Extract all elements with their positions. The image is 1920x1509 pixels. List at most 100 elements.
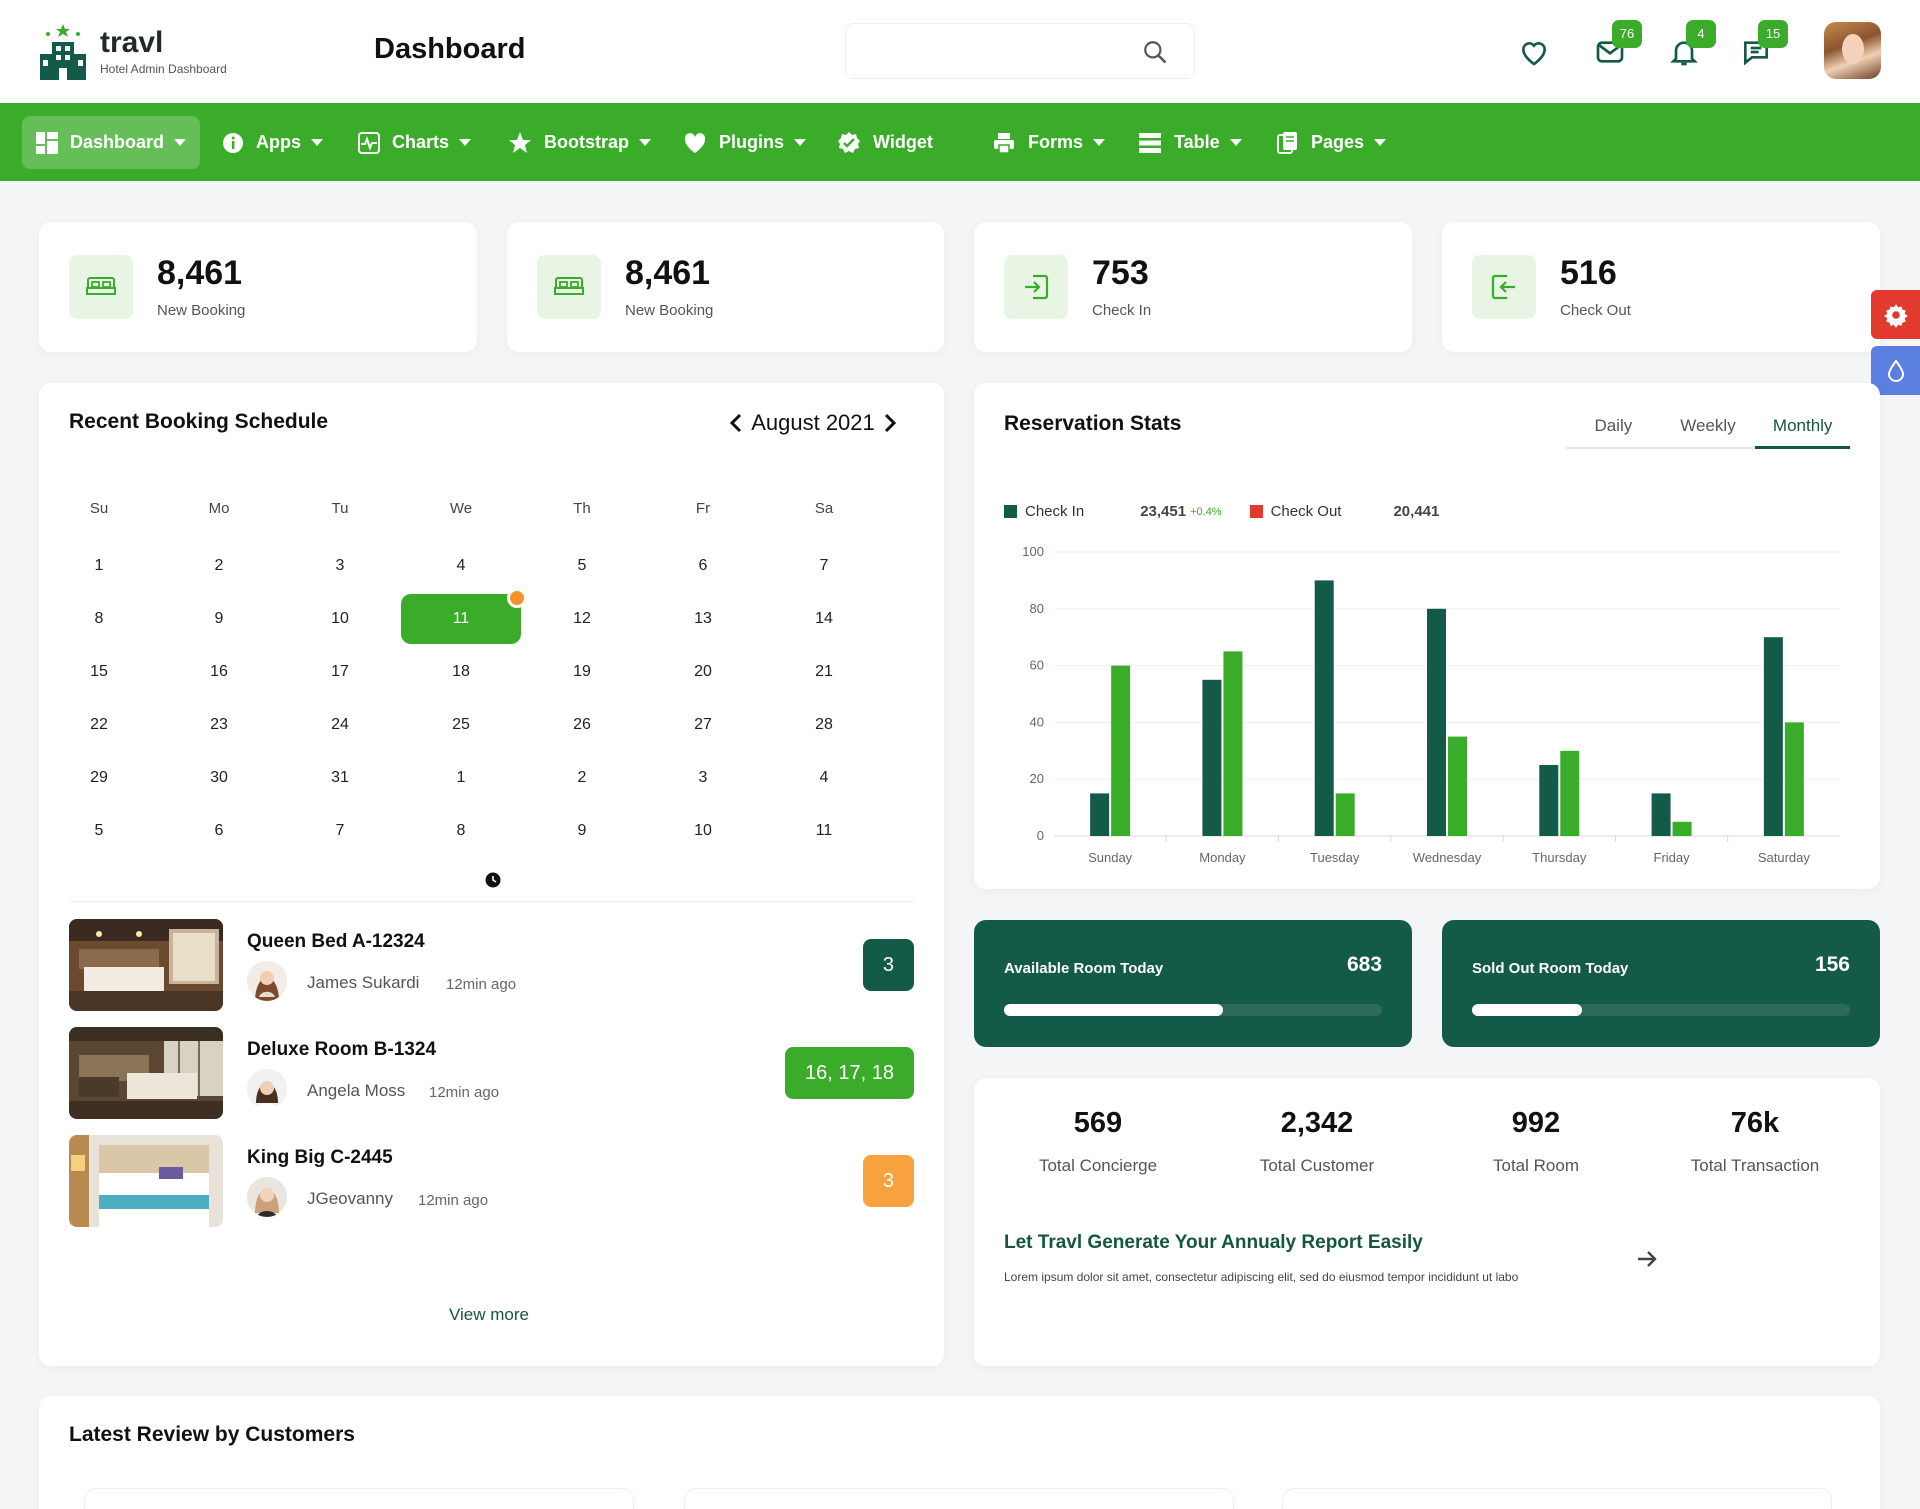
calendar-day[interactable]: 18 xyxy=(452,663,470,680)
calendar-day[interactable]: 7 xyxy=(819,557,829,574)
calendar-day[interactable]: 10 xyxy=(694,822,712,839)
tab-monthly[interactable]: Monthly xyxy=(1755,411,1851,449)
calendar-day[interactable]: 27 xyxy=(694,716,712,733)
booking-item[interactable]: King Big C-2445 JGeovanny 12min ago 3 xyxy=(69,1135,914,1227)
calendar-day[interactable]: 13 xyxy=(694,610,712,627)
nav-dashboard[interactable]: Dashboard xyxy=(22,116,201,169)
favorites-button[interactable] xyxy=(1518,36,1550,68)
calendar-day[interactable]: 21 xyxy=(815,663,833,680)
available-room-progress xyxy=(1004,1004,1382,1016)
calendar-day[interactable]: 10 xyxy=(331,610,349,627)
nav-widget[interactable]: Widget xyxy=(823,116,947,169)
chevron-right-icon[interactable] xyxy=(882,413,898,433)
pages-icon xyxy=(1277,131,1297,154)
y-tick-label: 40 xyxy=(1030,714,1044,729)
sold-out-room-card[interactable]: Sold Out Room Today 156 xyxy=(1442,920,1880,1047)
calendar-day[interactable]: 5 xyxy=(94,822,104,839)
arrow-right-icon[interactable] xyxy=(1636,1248,1658,1270)
nav-apps[interactable]: Apps xyxy=(208,116,337,169)
calendar-day[interactable]: 30 xyxy=(210,769,228,786)
legend-check-in-change: +0.4% xyxy=(1190,505,1222,518)
nav-bootstrap[interactable]: Bootstrap xyxy=(494,116,665,169)
nav-plugins[interactable]: Plugins xyxy=(669,116,820,169)
calendar-day[interactable]: 8 xyxy=(94,610,104,627)
nav-apps-label: Apps xyxy=(256,132,301,152)
calendar-day[interactable]: 2 xyxy=(214,557,224,574)
settings-toggle[interactable] xyxy=(1871,290,1920,339)
calendar-day[interactable]: 11 xyxy=(815,822,833,839)
booking-item[interactable]: Queen Bed A-12324 James Sukardi 12min ag… xyxy=(69,919,914,1011)
calendar-day[interactable]: 7 xyxy=(335,822,345,839)
available-room-card[interactable]: Available Room Today 683 xyxy=(974,920,1412,1047)
calendar-day[interactable]: 3 xyxy=(335,557,345,574)
stat-card-check-out[interactable]: 516 Check Out xyxy=(1442,222,1880,352)
calendar-day[interactable]: 16 xyxy=(210,663,228,680)
tab-weekly[interactable]: Weekly xyxy=(1680,416,1736,435)
calendar-day[interactable]: 19 xyxy=(573,663,591,680)
calendar-day[interactable]: 23 xyxy=(210,716,228,733)
chat-button[interactable]: 15 xyxy=(1740,20,1788,68)
nav-pages[interactable]: Pages xyxy=(1263,116,1400,169)
x-tick-label: Thursday xyxy=(1532,850,1587,865)
nav-charts[interactable]: Charts xyxy=(344,116,485,169)
calendar-day[interactable]: 17 xyxy=(331,663,349,680)
calendar-day[interactable]: 4 xyxy=(456,557,466,574)
total-customer-label: Total Customer xyxy=(1259,1156,1375,1175)
calendar-day[interactable]: 26 xyxy=(573,716,591,733)
stat-card-new-booking-2[interactable]: 8,461 New Booking xyxy=(507,222,944,352)
stat-card-check-in[interactable]: 753 Check In xyxy=(974,222,1412,352)
calendar-day[interactable]: 28 xyxy=(815,716,833,733)
theme-toggle[interactable] xyxy=(1871,346,1920,395)
bar-check-out xyxy=(1448,736,1467,836)
report-title[interactable]: Let Travl Generate Your Annualy Report E… xyxy=(1004,1232,1423,1253)
calendar-day-selected[interactable]: 11 xyxy=(401,588,527,644)
calendar-day[interactable]: 5 xyxy=(577,557,587,574)
user-avatar[interactable] xyxy=(1824,22,1881,79)
booking-nights-badge[interactable]: 16, 17, 18 xyxy=(785,1047,914,1099)
booking-item[interactable]: Deluxe Room B-1324 Angela Moss 12min ago… xyxy=(69,1027,914,1119)
bar-check-in xyxy=(1090,793,1110,836)
calendar-day[interactable]: 24 xyxy=(331,716,349,733)
review-card[interactable] xyxy=(84,1488,634,1509)
stat-card-new-booking[interactable]: 8,461 New Booking xyxy=(39,222,477,352)
calendar-day[interactable]: 25 xyxy=(452,716,470,733)
calendar-day[interactable]: 8 xyxy=(456,822,466,839)
notifications-button[interactable]: 4 xyxy=(1668,20,1716,68)
nav-table[interactable]: Table xyxy=(1124,116,1256,169)
calendar-day[interactable]: 1 xyxy=(456,769,466,786)
calendar-day[interactable]: 31 xyxy=(331,769,349,786)
calendar-day[interactable]: 1 xyxy=(94,557,104,574)
calendar-month-label: August 2021 xyxy=(751,410,875,435)
booking-nights-badge[interactable]: 3 xyxy=(862,939,914,991)
nav-forms[interactable]: Forms xyxy=(978,116,1119,169)
calendar-day[interactable]: 20 xyxy=(694,663,712,680)
calendar-day[interactable]: 2 xyxy=(577,769,587,786)
logo[interactable]: travl Hotel Admin Dashboard xyxy=(38,22,227,80)
view-more-link[interactable]: View more xyxy=(449,1305,529,1324)
calendar-day[interactable]: 6 xyxy=(214,822,224,839)
calendar-day[interactable]: 9 xyxy=(577,822,587,839)
calendar-day[interactable]: 22 xyxy=(90,716,108,733)
x-tick-label: Monday xyxy=(1199,850,1246,865)
messages-button[interactable]: 76 xyxy=(1594,20,1642,68)
legend-check-out-value: 20,441 xyxy=(1393,503,1440,520)
calendar-day[interactable]: 12 xyxy=(573,610,591,627)
calendar-day[interactable]: 29 xyxy=(90,769,108,786)
calendar-day[interactable]: 6 xyxy=(698,557,708,574)
room-photo xyxy=(69,919,223,1011)
clock-icon[interactable] xyxy=(485,872,501,888)
chevron-left-icon[interactable] xyxy=(728,413,744,433)
review-card[interactable] xyxy=(1282,1488,1832,1509)
search-input[interactable] xyxy=(862,24,1142,78)
sold-out-room-progress xyxy=(1472,1004,1850,1016)
calendar-day[interactable]: 3 xyxy=(698,769,708,786)
calendar-day[interactable]: 15 xyxy=(90,663,108,680)
review-card[interactable] xyxy=(684,1488,1234,1509)
calendar-day[interactable]: 4 xyxy=(819,769,829,786)
calendar-day[interactable]: 9 xyxy=(214,610,224,627)
search-icon[interactable] xyxy=(1142,39,1168,65)
chevron-down-icon xyxy=(1229,139,1242,146)
tab-daily[interactable]: Daily xyxy=(1594,416,1633,435)
calendar-day[interactable]: 14 xyxy=(815,610,833,627)
booking-nights-badge[interactable]: 3 xyxy=(862,1155,914,1207)
